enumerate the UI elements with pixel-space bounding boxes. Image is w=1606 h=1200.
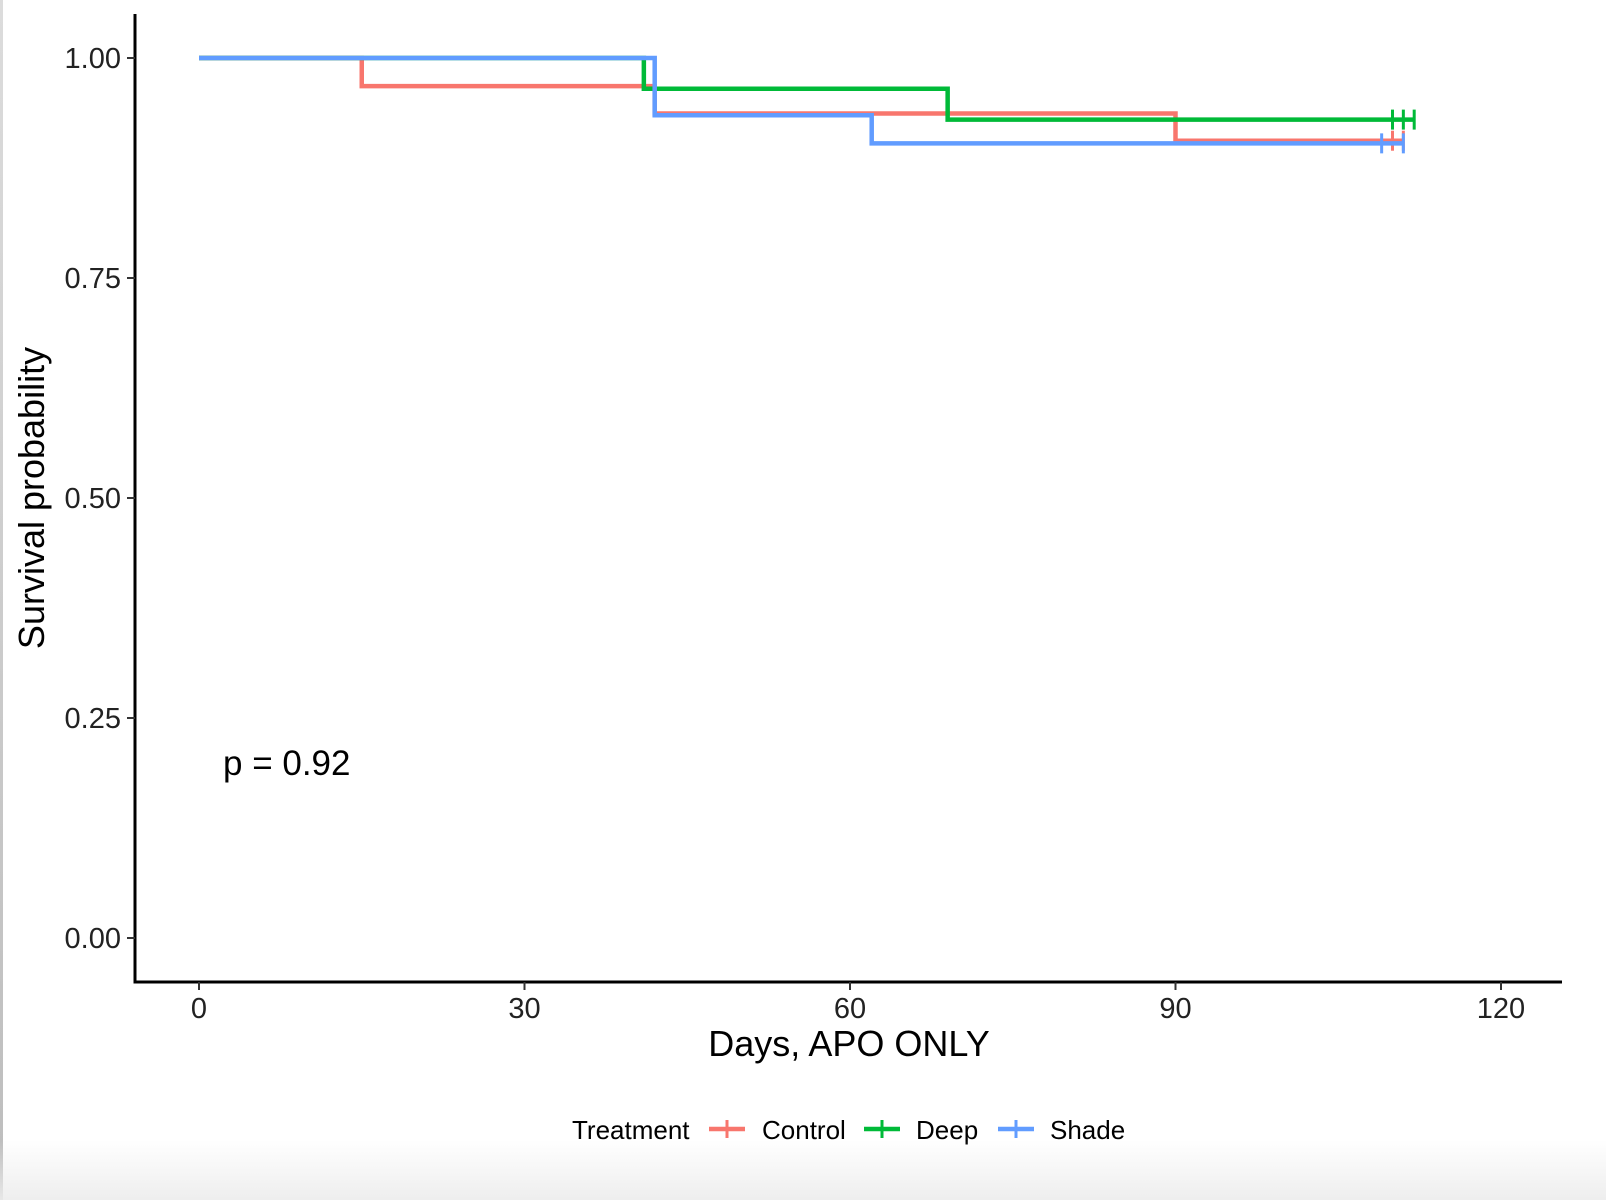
y-axis-title: Survival probability <box>11 347 52 649</box>
legend-title: Treatment <box>572 1115 690 1145</box>
x-tick-label: 0 <box>191 993 207 1025</box>
p-value-annotation: p = 0.92 <box>223 744 350 783</box>
x-tick-label: 120 <box>1477 993 1525 1025</box>
y-tick-label: 0.25 <box>65 703 121 735</box>
y-tick-label: 0.00 <box>65 923 121 955</box>
legend: Treatment Control Deep Shade <box>572 1115 1125 1145</box>
x-tick-label: 90 <box>1159 993 1191 1025</box>
series-line-deep <box>199 55 1415 122</box>
series-line-shade <box>199 55 1404 146</box>
y-tick-label: 1.00 <box>65 43 121 75</box>
y-tick-label: 0.50 <box>65 483 121 515</box>
window-edge <box>0 0 3 1200</box>
legend-label-control: Control <box>762 1115 846 1145</box>
legend-label-deep: Deep <box>916 1115 978 1145</box>
x-tick-label: 60 <box>834 993 866 1025</box>
x-tick-label: 30 <box>508 993 540 1025</box>
x-axis-title: Days, APO ONLY <box>708 1023 989 1064</box>
series-line-control <box>199 55 1404 143</box>
legend-label-shade: Shade <box>1050 1115 1125 1145</box>
y-tick-label: 0.75 <box>65 263 121 295</box>
